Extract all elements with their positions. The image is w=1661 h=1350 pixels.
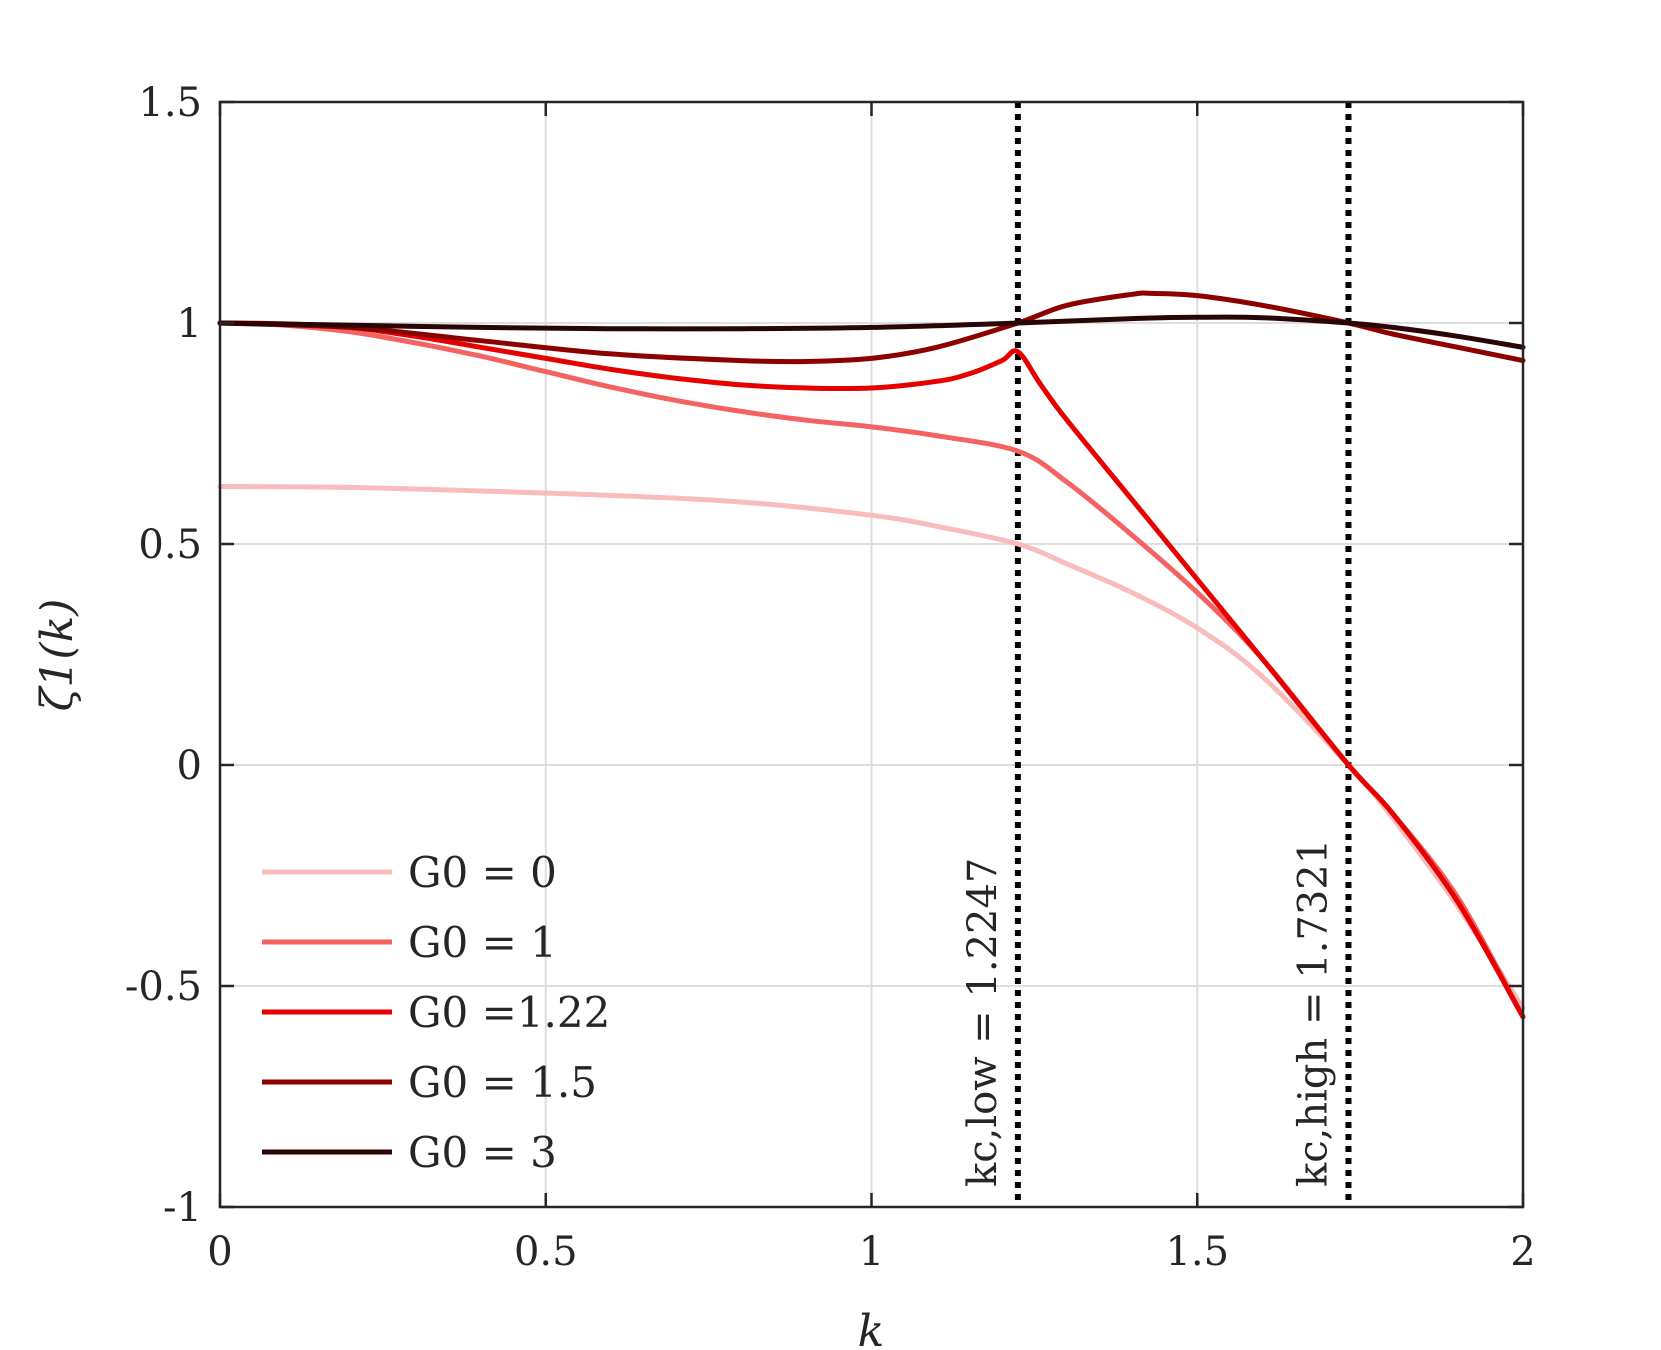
legend-label: G0 =1.22 (408, 988, 610, 1037)
y-axis-label: ζ1(k) (32, 599, 83, 712)
y-tick-label: -1 (163, 1185, 202, 1231)
threshold-label: kc,high = 1.7321 (1290, 839, 1336, 1187)
threshold-label: kc,low = 1.2247 (960, 858, 1006, 1187)
legend-label: G0 = 1.5 (408, 1058, 597, 1107)
threshold-labels: kc,low = 1.2247 kc,high = 1.7321 (960, 839, 1337, 1187)
y-tick-label: 0.5 (138, 522, 202, 568)
threshold-lines (1014, 102, 1352, 1207)
series-line (217, 314, 1526, 350)
x-tick-label: 2 (1510, 1229, 1535, 1275)
x-tick-label: 0.5 (514, 1229, 578, 1275)
legend-label: G0 = 3 (408, 1128, 557, 1177)
axis-ticks (218, 100, 1525, 1209)
legend-label: G0 = 1 (408, 918, 557, 967)
tick-labels: 0 0.5 1 1.5 2 -1 -0.5 0 0.5 1 1.5 (125, 80, 1536, 1275)
y-tick-label: 1 (177, 301, 202, 347)
series-line (217, 320, 1526, 1020)
y-tick-label: -0.5 (125, 964, 202, 1010)
x-tick-label: 1 (859, 1229, 884, 1275)
x-tick-label: 0 (207, 1229, 232, 1275)
legend-label: G0 = 0 (408, 848, 557, 897)
x-tick-label: 1.5 (1165, 1229, 1229, 1275)
series-lines (217, 290, 1526, 1020)
y-tick-label: 0 (177, 743, 202, 789)
x-axis-label: k (858, 1306, 885, 1350)
legend: G0 = 0 G0 = 1 G0 =1.22 G0 = 1.5 G0 = 3 (262, 848, 610, 1177)
y-tick-label: 1.5 (138, 80, 202, 126)
